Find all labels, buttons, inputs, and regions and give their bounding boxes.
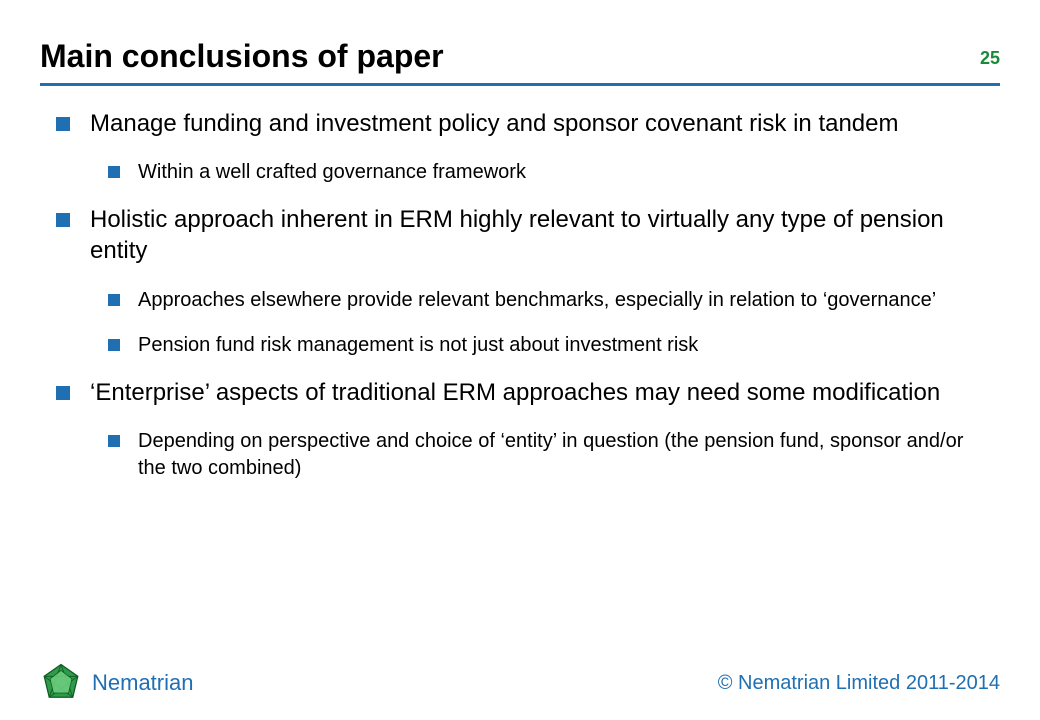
bullet-text: Manage funding and investment policy and… [90, 110, 899, 137]
list-item: Depending on perspective and choice of ‘… [108, 428, 984, 482]
list-item: Approaches elsewhere provide relevant be… [108, 287, 984, 314]
bullet-text: Approaches elsewhere provide relevant be… [138, 289, 936, 311]
bullet-text: Within a well crafted governance framewo… [138, 161, 526, 183]
bullet-text: Depending on perspective and choice of ‘… [138, 430, 963, 479]
slide-content: Manage funding and investment policy and… [0, 86, 1040, 482]
slide: Main conclusions of paper 25 Manage fund… [0, 0, 1040, 720]
slide-footer: Nematrian © Nematrian Limited 2011-2014 [0, 662, 1040, 704]
slide-header: Main conclusions of paper 25 [0, 0, 1040, 75]
copyright: © Nematrian Limited 2011-2014 [718, 672, 1000, 695]
brand: Nematrian [40, 662, 193, 704]
list-item: Holistic approach inherent in ERM highly… [56, 204, 984, 358]
page-number: 25 [980, 48, 1000, 69]
list-item: ‘Enterprise’ aspects of traditional ERM … [56, 377, 984, 482]
bullet-list-lvl2: Approaches elsewhere provide relevant be… [90, 287, 984, 359]
list-item: Pension fund risk management is not just… [108, 332, 984, 359]
bullet-list-lvl1: Manage funding and investment policy and… [56, 108, 984, 482]
bullet-list-lvl2: Depending on perspective and choice of ‘… [90, 428, 984, 482]
bullet-list-lvl2: Within a well crafted governance framewo… [90, 159, 984, 186]
bullet-text: ‘Enterprise’ aspects of traditional ERM … [90, 379, 940, 406]
slide-title: Main conclusions of paper [40, 38, 1000, 75]
list-item: Manage funding and investment policy and… [56, 108, 984, 186]
bullet-text: Pension fund risk management is not just… [138, 334, 698, 356]
list-item: Within a well crafted governance framewo… [108, 159, 984, 186]
brand-name: Nematrian [92, 670, 193, 696]
bullet-text: Holistic approach inherent in ERM highly… [90, 206, 944, 264]
logo-icon [40, 662, 82, 704]
